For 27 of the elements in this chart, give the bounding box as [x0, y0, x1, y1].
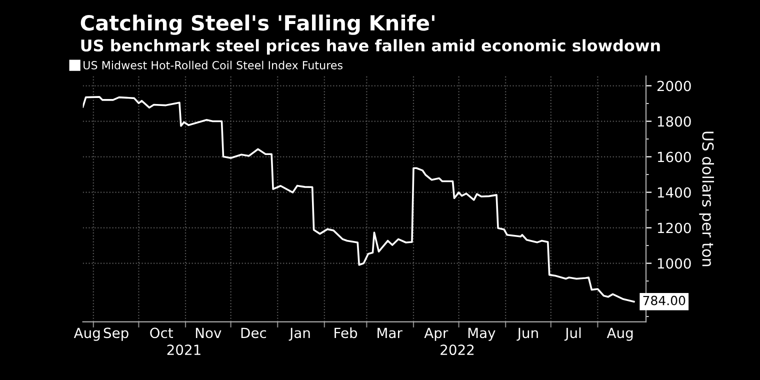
y-tick-label: 1000 — [658, 258, 691, 269]
y-tick-label: 1800 — [658, 116, 691, 127]
x-tick-label: Aug — [74, 328, 100, 341]
y-tick-label: 1600 — [658, 152, 691, 162]
data-label: 784.00 — [643, 296, 686, 306]
x-tick-label: Jul — [564, 327, 581, 341]
x2-tick-label: 2021 — [167, 344, 200, 356]
x-tick-label: Jun — [516, 328, 538, 341]
chart-title: Catching Steel's 'Falling Knife' — [80, 14, 434, 35]
x-tick-label: Mar — [378, 328, 402, 338]
x-tick-label: Nov — [196, 328, 222, 338]
x-tick-label: Feb — [334, 327, 358, 338]
x-tick-label: Apr — [424, 328, 448, 341]
y-tick-label: 1400 — [658, 187, 691, 198]
y-tick-label: 1200 — [658, 222, 691, 234]
x-tick-label: Oct — [150, 328, 174, 338]
line-series — [82, 96, 635, 303]
x-tick-label: Jan — [288, 328, 310, 341]
y-tick-label: 2000 — [657, 80, 691, 92]
chart-subtitle: US benchmark steel prices have fallen amid economic slowdown — [81, 39, 660, 55]
y-axis-title: US dollars per ton — [699, 132, 714, 266]
x-tick-label: Aug — [606, 328, 633, 341]
x-tick-label: Sep — [104, 328, 128, 341]
x-tick-label: Dec — [241, 328, 266, 338]
x2-tick-label: 2022 — [440, 344, 474, 356]
x-tick-label: May — [468, 328, 496, 341]
legend-label: US Midwest Hot-Rolled Coil Steel Index Futures — [84, 60, 342, 70]
